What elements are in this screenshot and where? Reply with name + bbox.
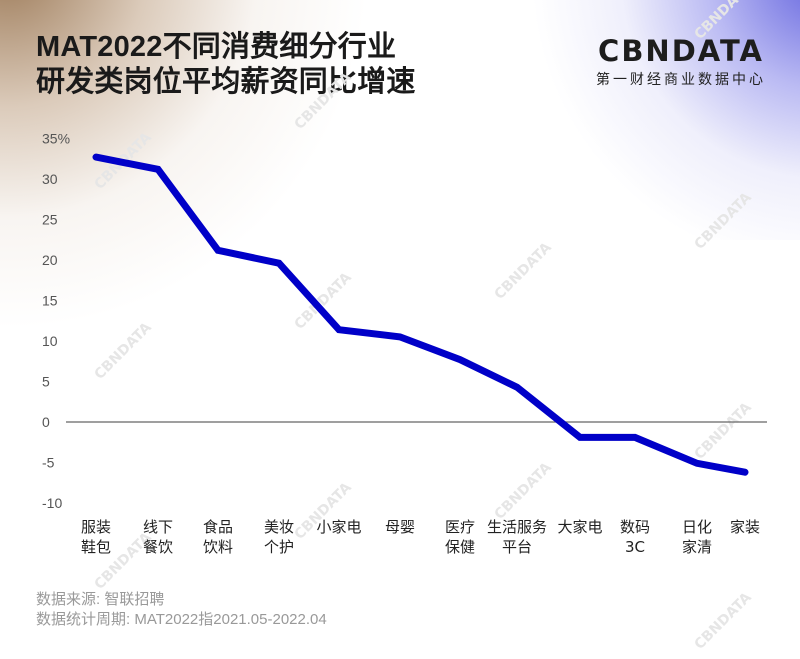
svg-text:家装: 家装 <box>730 518 760 536</box>
svg-text:数码: 数码 <box>620 518 650 536</box>
data-source: 数据来源: 智联招聘 <box>36 591 165 608</box>
svg-text:3C: 3C <box>625 538 645 556</box>
svg-text:线下: 线下 <box>143 518 173 536</box>
watermark-text: CBNDATA <box>292 270 355 333</box>
svg-text:美妆: 美妆 <box>264 518 294 536</box>
watermark-text: CBNDATA <box>692 400 755 463</box>
watermarks: CBNDATA CBNDATA CBNDATA CBNDATA CBNDATA CBNDA… <box>92 0 755 653</box>
svg-text:生活服务: 生活服务 <box>487 518 547 536</box>
logo-subtitle: 第一财经商业数据中心 <box>596 71 766 87</box>
x-tick-label: 大家电 <box>557 518 602 536</box>
svg-text:服装: 服装 <box>81 518 111 536</box>
y-axis: 35% 30 25 20 15 10 5 0 -5 -10 <box>42 131 70 512</box>
watermark-text: CBNDATA <box>92 320 155 383</box>
x-tick-label: 母婴 <box>385 518 415 536</box>
y-tick-label: 25 <box>42 212 58 228</box>
svg-text:保健: 保健 <box>445 538 475 556</box>
svg-text:餐饮: 餐饮 <box>143 538 173 556</box>
y-tick-label: 20 <box>42 252 58 268</box>
svg-text:个护: 个护 <box>264 538 294 556</box>
svg-text:小家电: 小家电 <box>316 518 361 536</box>
x-tick-label: 家装 <box>730 518 760 536</box>
svg-text:食品: 食品 <box>203 518 233 536</box>
watermark-text: CBNDATA <box>692 190 755 253</box>
brand-logo: CBNDATA 第一财经商业数据中心 <box>596 36 766 89</box>
svg-text:鞋包: 鞋包 <box>81 538 111 556</box>
watermark-text: CBNDATA <box>292 70 355 133</box>
watermark-text: CBNDATA <box>692 0 755 43</box>
footer-notes: 数据来源: 智联招聘 数据统计周期: MAT2022指2021.05-2022.… <box>36 590 327 630</box>
chart-title: MAT2022不同消费细分行业 研发类岗位平均薪资同比增速 <box>36 30 416 100</box>
svg-text:家清: 家清 <box>682 538 712 556</box>
watermark-text: CBNDATA <box>492 240 555 303</box>
y-tick-label: -10 <box>42 495 62 511</box>
logo-text: CBNDATA <box>598 34 764 68</box>
watermark-text: CBNDATA <box>692 590 755 653</box>
y-tick-label: 0 <box>42 414 50 430</box>
svg-text:大家电: 大家电 <box>557 518 602 536</box>
svg-text:医疗: 医疗 <box>445 518 475 536</box>
svg-text:日化: 日化 <box>682 518 712 536</box>
y-tick-label: 35% <box>42 131 70 147</box>
svg-text:母婴: 母婴 <box>385 518 415 536</box>
y-tick-label: 30 <box>42 171 58 187</box>
data-period: 数据统计周期: MAT2022指2021.05-2022.04 <box>36 611 327 628</box>
svg-text:饮料: 饮料 <box>203 538 233 556</box>
svg-text:平台: 平台 <box>502 538 532 556</box>
title-line-1: MAT2022不同消费细分行业 <box>36 31 397 63</box>
watermark-text: CBNDATA <box>492 460 555 523</box>
y-tick-label: 15 <box>42 293 58 309</box>
y-tick-label: -5 <box>42 455 55 471</box>
x-tick-label: 数码 3C <box>620 518 650 556</box>
x-tick-label: 小家电 <box>316 518 361 536</box>
y-tick-label: 5 <box>42 374 50 390</box>
title-line-2: 研发类岗位平均薪资同比增速 <box>36 66 416 98</box>
data-line <box>92 153 749 476</box>
y-tick-label: 10 <box>42 333 58 349</box>
